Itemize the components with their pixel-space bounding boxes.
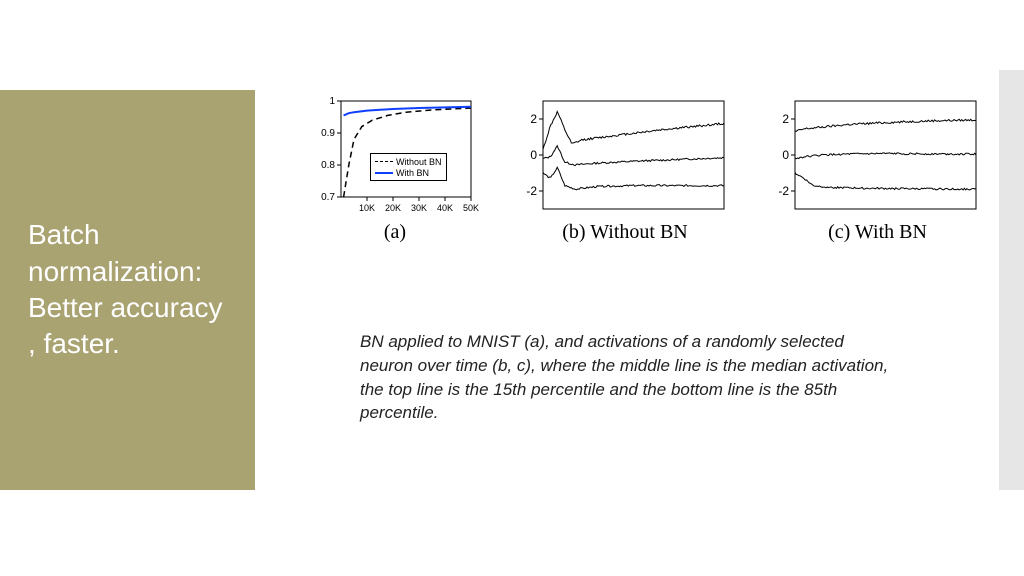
- svg-text:-2: -2: [778, 184, 789, 198]
- chart-b: -2 0 2: [523, 95, 728, 215]
- slide: Batch normalization: Better accuracy , f…: [0, 0, 1024, 576]
- svg-text:2: 2: [782, 112, 789, 126]
- svg-text:0.7: 0.7: [321, 192, 335, 203]
- svg-text:2: 2: [530, 112, 537, 126]
- chart-a-legend: Without BN With BN: [370, 153, 447, 181]
- svg-text:0: 0: [782, 148, 789, 162]
- caption: BN applied to MNIST (a), and activations…: [360, 330, 900, 425]
- svg-text:30K: 30K: [411, 203, 427, 213]
- svg-text:20K: 20K: [385, 203, 401, 213]
- chart-a-label: (a): [384, 221, 406, 244]
- svg-text:0.8: 0.8: [321, 160, 335, 171]
- legend-item-with-bn: With BN: [396, 168, 429, 178]
- svg-text:1: 1: [329, 96, 335, 107]
- svg-text:40K: 40K: [437, 203, 453, 213]
- charts-row: 0.7 0.8 0.9 1 10K 20K 30K 40K 50K Without BN Wit…: [315, 95, 980, 270]
- svg-text:50K: 50K: [463, 203, 479, 213]
- chart-a-panel: 0.70.80.9110K20K30K40K50K Without BN Wit…: [315, 95, 475, 270]
- svg-text:0: 0: [530, 148, 537, 162]
- chart-c-panel: -2 0 2 (c) With BN: [775, 95, 980, 270]
- sidebar-title: Batch normalization: Better accuracy , f…: [28, 217, 237, 363]
- chart-b-label: (b) Without BN: [562, 221, 688, 244]
- svg-text:10K: 10K: [359, 203, 375, 213]
- chart-c-label: (c) With BN: [828, 221, 927, 244]
- legend-item-without-bn: Without BN: [396, 157, 442, 167]
- chart-a: 0.70.80.9110K20K30K40K50K Without BN Wit…: [315, 95, 475, 215]
- svg-text:0.9: 0.9: [321, 128, 335, 139]
- chart-b-panel: -2 0 2 (b) Without BN: [523, 95, 728, 270]
- chart-c: -2 0 2: [775, 95, 980, 215]
- right-strip: [999, 70, 1024, 490]
- svg-text:-2: -2: [526, 184, 537, 198]
- sidebar: Batch normalization: Better accuracy , f…: [0, 90, 255, 490]
